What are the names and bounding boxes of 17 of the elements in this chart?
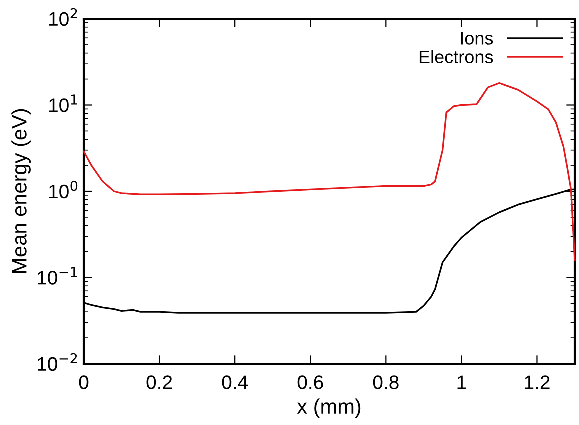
x-tick-label: 0 <box>79 376 89 390</box>
legend-label: Ions <box>461 32 494 45</box>
x-tick-label: 0.4 <box>222 376 248 390</box>
x-tick-label: 0.8 <box>373 376 399 390</box>
x-axis-title: x (mm) <box>297 398 361 418</box>
y-tick-label: 10$^{1}$ <box>50 94 78 112</box>
y-tick-label: 10$^{−2}$ <box>38 353 78 372</box>
x-tick-label: 1.2 <box>525 376 550 390</box>
line-series <box>83 82 576 261</box>
y-tick-label: 10$^{0}$ <box>50 180 78 199</box>
x-tick-label: 0.6 <box>298 376 324 390</box>
x-tick-label: 1 <box>458 376 466 390</box>
x-tick-label: 0.2 <box>146 376 172 390</box>
y-tick-label: 10$^{2}$ <box>50 8 78 26</box>
legend-label: Electrons <box>420 50 494 64</box>
y-axis-title: Mean energy (eV) <box>12 109 31 274</box>
y-tick-label: 10$^{−1}$ <box>38 267 78 285</box>
